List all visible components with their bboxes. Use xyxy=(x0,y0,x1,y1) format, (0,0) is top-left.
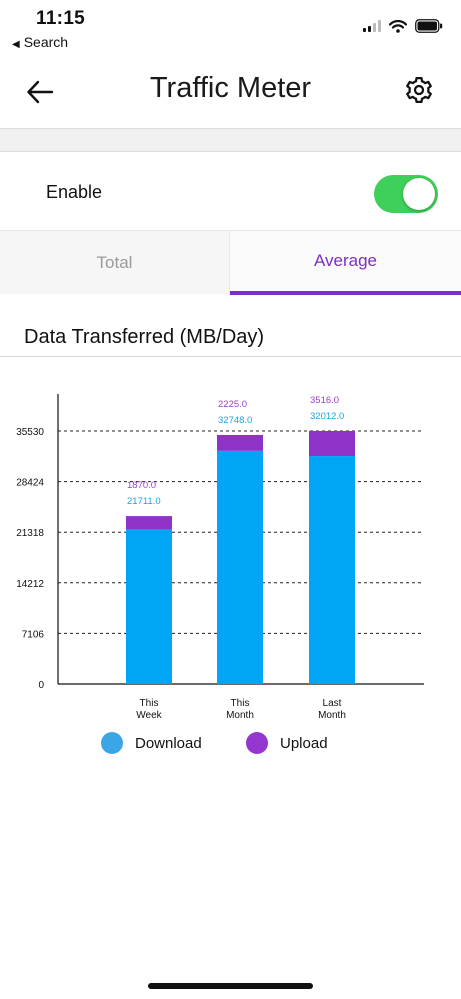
settings-button[interactable] xyxy=(397,68,441,112)
bar-download xyxy=(126,529,172,684)
data-label-download: 32748.0 xyxy=(218,415,252,426)
x-tick-label: This xyxy=(140,698,159,709)
enable-toggle[interactable] xyxy=(374,175,438,213)
bar-upload xyxy=(126,516,172,530)
chart-svg: 0 7106 14212 21318 28424 35530 1870.0 21711.0 Th… xyxy=(16,394,424,721)
page-title: Traffic Meter xyxy=(149,72,312,104)
arrow-left-icon xyxy=(27,80,54,104)
toggle-knob xyxy=(403,178,435,210)
y-tick-label: 0 xyxy=(38,680,44,691)
y-tick-label: 35530 xyxy=(16,427,44,438)
legend-item-download: Download xyxy=(101,732,202,754)
nav-bar: Traffic Meter xyxy=(0,56,461,128)
section-title: Data Transferred (MB/Day) xyxy=(24,326,265,348)
x-tick-label: Month xyxy=(318,710,346,721)
data-label-download: 21711.0 xyxy=(127,496,161,507)
tab-total[interactable]: Total xyxy=(0,231,230,295)
status-bar: 11:15 ◀ Search xyxy=(0,0,461,56)
bar-chart: 0 7106 14212 21318 28424 35530 1870.0 21711.0 Th… xyxy=(0,380,461,740)
home-indicator[interactable] xyxy=(148,983,313,989)
legend-swatch-upload xyxy=(246,732,268,754)
tab-bar: Total Average xyxy=(0,230,461,295)
bar-download xyxy=(217,450,263,684)
divider xyxy=(0,356,461,357)
x-tick-label: Week xyxy=(136,710,162,721)
y-tick-label: 7106 xyxy=(22,629,45,640)
status-icons xyxy=(363,18,443,34)
data-label-upload: 3516.0 xyxy=(310,395,339,406)
tab-average[interactable]: Average xyxy=(230,231,461,295)
x-tick-label: This xyxy=(231,698,250,709)
signal-icon xyxy=(363,20,381,32)
gear-icon xyxy=(406,77,432,103)
y-tick-label: 14212 xyxy=(16,579,44,590)
enable-label: Enable xyxy=(46,182,103,202)
status-back-to-app[interactable]: ◀ Search xyxy=(12,34,68,50)
status-back-label: Search xyxy=(23,34,69,50)
status-time: 11:15 xyxy=(36,8,86,29)
legend-item-upload: Upload xyxy=(246,732,328,754)
y-tick-label: 21318 xyxy=(16,528,44,539)
y-tick-label: 28424 xyxy=(16,478,44,489)
section-divider xyxy=(0,128,461,152)
bar-upload xyxy=(309,431,355,457)
enable-row: Enable xyxy=(0,152,461,230)
back-button[interactable] xyxy=(20,72,60,112)
legend-label-upload: Upload xyxy=(280,734,328,752)
data-label-upload: 1870.0 xyxy=(127,480,156,491)
data-label-download: 32012.0 xyxy=(310,411,344,422)
legend-swatch-download xyxy=(101,732,123,754)
bar-download xyxy=(309,456,355,684)
data-label-upload: 2225.0 xyxy=(218,399,247,410)
battery-icon xyxy=(415,19,443,33)
chart-legend: Download Upload xyxy=(0,730,461,760)
bar-upload xyxy=(217,434,263,451)
legend-label-download: Download xyxy=(135,734,202,752)
x-tick-label: Last xyxy=(323,698,342,709)
back-triangle-icon: ◀ xyxy=(12,39,20,50)
wifi-icon xyxy=(389,19,407,33)
x-tick-label: Month xyxy=(226,710,254,721)
